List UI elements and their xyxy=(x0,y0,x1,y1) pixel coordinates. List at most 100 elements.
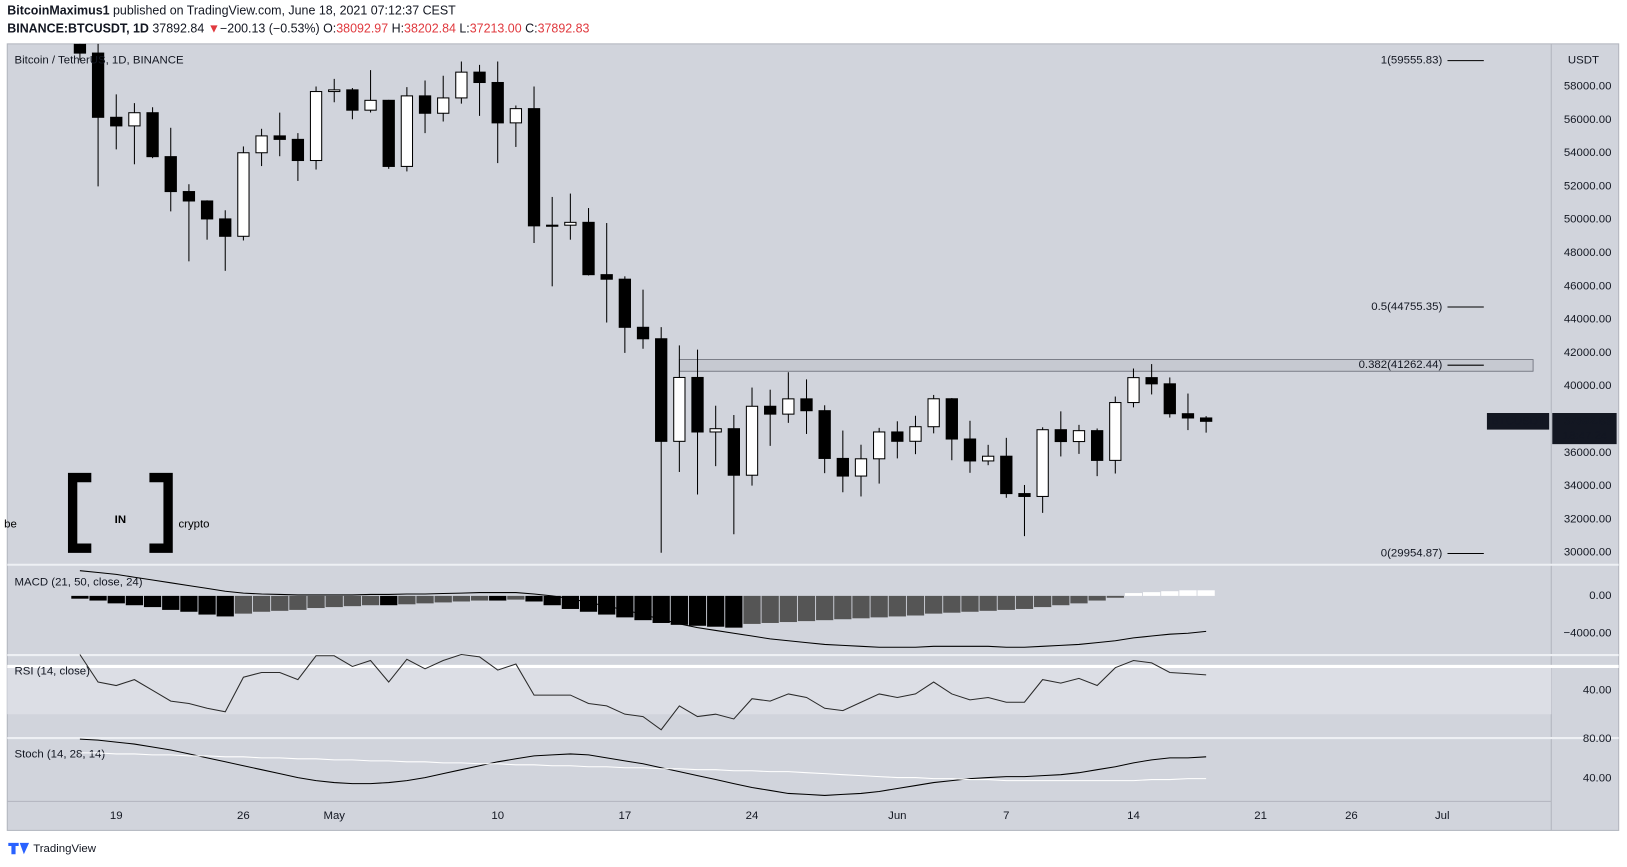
candle-body xyxy=(1090,430,1104,461)
countdown-label: 18:47:24 xyxy=(1563,430,1608,442)
macd-histogram-bar xyxy=(634,595,652,621)
candle-body xyxy=(364,99,377,111)
candle-body xyxy=(927,398,940,428)
candle-body xyxy=(582,221,595,276)
candle-body xyxy=(673,376,686,442)
macd-histogram-bar xyxy=(489,595,507,601)
candle-body xyxy=(1163,383,1176,415)
macd-histogram-bar xyxy=(252,595,271,612)
candle-body xyxy=(110,116,123,127)
macd-histogram-bar xyxy=(107,595,125,604)
candle-body xyxy=(854,458,868,477)
macd-histogram-bar xyxy=(507,595,525,600)
change: −200.13 (−0.53%) xyxy=(220,22,320,36)
macd-histogram-bar xyxy=(761,595,779,623)
y-tick-label: 46000.00 xyxy=(1564,280,1612,292)
candle-body xyxy=(764,405,777,415)
y-tick-label: 50000.00 xyxy=(1564,214,1612,226)
l-value: 37213.00 xyxy=(470,22,522,36)
macd-histogram-bar xyxy=(688,595,707,626)
candle-body xyxy=(418,95,432,114)
x-tick-label: 26 xyxy=(1345,810,1358,822)
fib-label: 0(29954.87) xyxy=(1381,547,1443,559)
candle-body xyxy=(963,438,977,462)
candle-body xyxy=(400,95,414,167)
macd-histogram-bar xyxy=(906,595,925,616)
macd-histogram-bar xyxy=(579,595,598,612)
candle-body xyxy=(255,135,268,154)
y-tick-label: 54000.00 xyxy=(1564,147,1612,159)
candle-body xyxy=(600,274,613,280)
candle-body xyxy=(873,431,886,460)
published: published on TradingView.com, June 18, 2… xyxy=(113,4,456,18)
candle-body xyxy=(836,457,849,477)
candle-body xyxy=(73,43,87,54)
macd-histogram-bar xyxy=(1124,593,1143,596)
pane-title: Stoch (14, 28, 14) xyxy=(15,749,106,761)
candle-body xyxy=(1036,429,1049,497)
x-tick-label: 21 xyxy=(1254,810,1267,822)
candle-body xyxy=(164,156,177,193)
candle-body xyxy=(800,398,813,412)
header-line-2: BINANCE:BTCUSDT, 1D 37892.84 ▼−200.13 (−… xyxy=(7,22,589,36)
x-tick-label: 7 xyxy=(1003,810,1009,822)
x-tick-label: 10 xyxy=(491,810,504,822)
macd-histogram-bar xyxy=(1106,595,1124,598)
l-key: L: xyxy=(459,22,469,36)
macd-histogram-bar xyxy=(1052,595,1070,606)
candle-body xyxy=(1127,377,1140,404)
macd-histogram-bar xyxy=(307,595,325,609)
watermark-bracket xyxy=(67,472,173,553)
candle-body xyxy=(691,376,704,433)
candle-body xyxy=(636,326,650,340)
macd-histogram-bar xyxy=(398,595,416,605)
macd-histogram-bar xyxy=(707,595,725,627)
macd-histogram-bar xyxy=(1143,592,1161,596)
macd-histogram-bar xyxy=(852,595,870,619)
candle-body xyxy=(219,218,232,237)
watermark-crypto: crypto xyxy=(178,518,209,530)
candle-body xyxy=(1072,430,1086,443)
candle-body xyxy=(745,405,759,476)
macd-histogram-bar xyxy=(1179,590,1197,596)
macd-histogram-bar xyxy=(216,595,234,617)
y-tick-label: 40.00 xyxy=(1583,684,1612,696)
macd-histogram-bar xyxy=(543,595,561,606)
watermark-be: be xyxy=(4,518,17,530)
macd-histogram-bar xyxy=(325,595,343,608)
candle-body xyxy=(200,200,214,220)
candle-body xyxy=(128,112,141,127)
symbol-tag-label: BTCUSDT xyxy=(1491,415,1545,427)
candle-body xyxy=(982,455,995,462)
candle-body xyxy=(782,398,795,415)
candle-body xyxy=(709,428,722,433)
macd-histogram-bar xyxy=(71,595,89,599)
macd-histogram-bar xyxy=(1015,595,1034,609)
x-tick-label: 17 xyxy=(619,810,632,822)
macd-histogram-bar xyxy=(343,595,362,607)
y-tick-label: 36000.00 xyxy=(1564,447,1612,459)
candle-body xyxy=(546,224,559,227)
fib-label: 1(59555.83) xyxy=(1381,55,1443,67)
candle-body xyxy=(291,138,305,162)
footer-logo xyxy=(8,842,30,855)
macd-histogram-bar xyxy=(1034,595,1052,608)
arrow: ▼ xyxy=(208,22,220,36)
y-tick-label: 48000.00 xyxy=(1564,247,1612,259)
candle-body xyxy=(237,152,250,237)
macd-histogram-bar xyxy=(198,595,216,615)
macd-histogram-bar xyxy=(925,595,943,614)
macd-histogram-bar xyxy=(598,595,616,615)
macd-histogram-bar xyxy=(816,595,834,621)
indicator-line xyxy=(79,738,1207,796)
indicator-line xyxy=(79,752,1207,782)
candle-body xyxy=(491,81,504,124)
macd-histogram-bar xyxy=(834,595,852,620)
y-tick-label: 32000.00 xyxy=(1564,513,1612,525)
y-tick-label: 44000.00 xyxy=(1564,314,1612,326)
header-line-1: BitcoinMaximus1 published on TradingView… xyxy=(7,4,456,18)
candle-body xyxy=(564,221,577,226)
candle-body xyxy=(328,89,341,93)
candle-body xyxy=(818,410,831,459)
